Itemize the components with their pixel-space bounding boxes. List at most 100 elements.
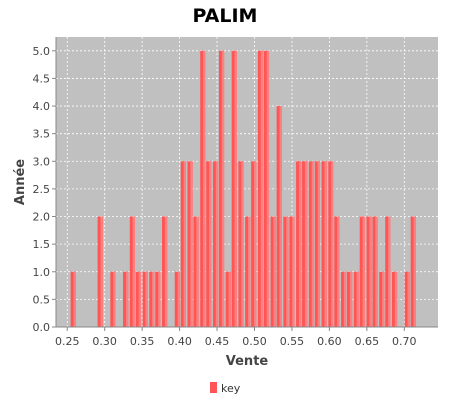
bar-highlight	[362, 216, 365, 327]
bar-fill	[328, 161, 334, 327]
bar-fill	[347, 271, 353, 327]
bar-fill	[70, 271, 76, 327]
bar-fill	[359, 216, 365, 327]
bar-highlight	[324, 161, 327, 327]
bar-highlight	[260, 50, 264, 328]
bar-highlight	[331, 161, 334, 327]
histogram-bar	[257, 50, 264, 328]
bar-highlight	[164, 216, 168, 327]
histogram-bar	[353, 271, 359, 327]
bar-fill	[135, 271, 141, 327]
histogram-bar	[218, 50, 225, 328]
histogram-bar	[142, 271, 148, 327]
bar-fill	[155, 271, 161, 327]
legend: key	[210, 382, 241, 395]
histogram-bar	[283, 216, 289, 327]
histogram-bar	[70, 271, 76, 327]
histogram-bar	[123, 271, 129, 327]
y-axis-label: Année	[13, 159, 28, 205]
bar-fill	[257, 50, 264, 328]
bar-highlight	[234, 50, 237, 328]
bar-highlight	[388, 216, 391, 327]
bar-fill	[302, 161, 308, 327]
bar-fill	[410, 216, 416, 327]
bar-fill	[270, 216, 276, 327]
bar-fill	[162, 216, 168, 327]
bar-fill	[174, 271, 180, 327]
histogram-bar	[180, 161, 186, 327]
histogram-bar	[379, 271, 385, 327]
y-axis-ticks: 0.0 0.5 1.0 1.5 2.0 2.5 3.0 3.5 4.0 4.5 5.0	[33, 45, 56, 334]
bar-highlight	[196, 216, 199, 327]
bar-highlight	[190, 161, 193, 327]
histogram-bar	[193, 216, 199, 327]
bar-highlight	[356, 271, 359, 327]
bar-fill	[353, 271, 359, 327]
histogram-bar	[174, 271, 180, 327]
histogram-bar	[276, 106, 282, 327]
bar-highlight	[369, 216, 372, 327]
bar-highlight	[241, 161, 244, 327]
bar-fill	[123, 271, 129, 327]
bar-fill	[129, 216, 136, 327]
histogram-bar	[187, 161, 193, 327]
bar-fill	[187, 161, 193, 327]
y-tick-label: 0.5	[33, 293, 51, 306]
histogram-bar	[359, 216, 365, 327]
bar-highlight	[266, 50, 270, 328]
bar-highlight	[382, 271, 385, 327]
bar-highlight	[203, 50, 206, 328]
bar-highlight	[138, 271, 141, 327]
histogram-bar	[366, 216, 372, 327]
bar-fill	[276, 106, 282, 327]
bar-highlight	[221, 50, 225, 328]
bar-highlight	[145, 271, 148, 327]
legend-swatch	[210, 382, 217, 393]
bar-highlight	[100, 216, 103, 327]
bar-fill	[238, 161, 244, 327]
bar-highlight	[279, 106, 282, 327]
bar-highlight	[349, 271, 353, 327]
bar-fill	[366, 216, 372, 327]
histogram-bar	[334, 216, 340, 327]
bar-fill	[334, 216, 340, 327]
x-tick-label: 0.55	[280, 335, 305, 348]
bar-fill	[193, 216, 199, 327]
histogram-bar	[270, 216, 276, 327]
legend-label: key	[221, 382, 241, 395]
histogram-bar	[231, 50, 237, 328]
histogram-bar	[110, 271, 116, 327]
y-tick-label: 4.5	[33, 72, 51, 85]
bar-highlight	[311, 161, 315, 327]
histogram-bar	[321, 161, 327, 327]
bar-fill	[212, 161, 219, 327]
histogram-bar	[212, 161, 219, 327]
histogram-bar	[155, 271, 161, 327]
histogram-bar	[162, 216, 168, 327]
x-tick-label: 0.65	[355, 335, 380, 348]
histogram-bar	[206, 161, 212, 327]
histogram-bar	[129, 216, 136, 327]
bar-highlight	[273, 216, 276, 327]
bar-fill	[308, 161, 315, 327]
histogram-bar	[302, 161, 308, 327]
histogram-bar	[314, 161, 321, 327]
x-axis-label: Vente	[226, 354, 269, 369]
bar-highlight	[413, 216, 416, 327]
histogram-bar	[296, 161, 302, 327]
x-tick-label: 0.45	[205, 335, 230, 348]
histogram-bar	[341, 271, 347, 327]
bar-fill	[200, 50, 206, 328]
bar-highlight	[113, 271, 116, 327]
bar-highlight	[304, 161, 308, 327]
x-axis-ticks: 0.25 0.30 0.35 0.40 0.45 0.50 0.55 0.60 0.65 0.70	[55, 327, 417, 348]
bar-highlight	[158, 271, 161, 327]
bar-fill	[218, 50, 225, 328]
y-tick-label: 1.0	[33, 266, 51, 279]
bar-highlight	[343, 271, 347, 327]
bar-fill	[251, 161, 257, 327]
bar-fill	[97, 216, 103, 327]
histogram-bar	[225, 271, 231, 327]
bar-fill	[231, 50, 237, 328]
